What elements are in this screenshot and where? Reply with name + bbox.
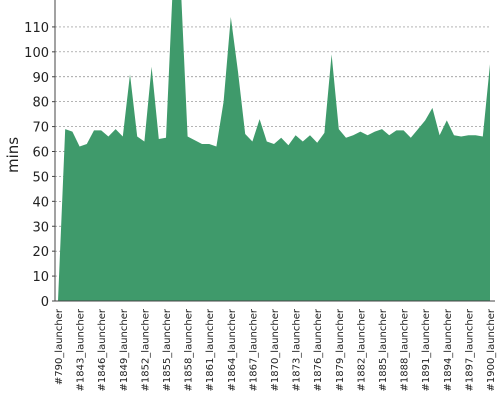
y-tick-label: 70 <box>32 121 49 136</box>
x-tick-label: #1870_launcher <box>270 308 281 391</box>
x-tick-label: #1876_launcher <box>313 308 324 391</box>
plot <box>58 0 490 301</box>
y-tick-label: 50 <box>32 170 49 185</box>
x-tick-label: #1849_launcher <box>119 308 130 391</box>
x-tick-label: #790_launcher <box>54 308 65 385</box>
x-tick-label: #1885_launcher <box>378 308 389 391</box>
x-tick-label: #1897_launcher <box>464 308 475 391</box>
area <box>58 0 490 301</box>
y-tick-label: 80 <box>32 96 49 111</box>
x-tick-label: #1852_launcher <box>140 308 151 391</box>
y-tick-label: 60 <box>32 146 49 161</box>
y-tick-label: 100 <box>24 46 49 61</box>
y-tick-label: 20 <box>32 245 49 260</box>
y-tick-label: 110 <box>24 21 49 36</box>
x-tick-label: #1873_launcher <box>292 308 303 391</box>
x-tick-label: #1855_launcher <box>162 308 173 391</box>
y-tick-label: 40 <box>32 195 49 210</box>
x-tick-label: #1843_launcher <box>76 308 87 391</box>
y-tick-label: 0 <box>41 295 49 310</box>
x-tick-label: #1900_launcher <box>486 308 497 391</box>
x-tick-label: #1891_launcher <box>421 308 432 391</box>
x-tick-label: #1888_launcher <box>400 308 411 391</box>
x-tick-label: #1879_launcher <box>335 308 346 391</box>
y-axis-label: mins <box>4 137 22 173</box>
y-tick-label: 90 <box>32 71 49 86</box>
x-tick-label: #1861_launcher <box>205 308 216 391</box>
x-tick-label: #1858_launcher <box>184 308 195 391</box>
x-tick-label: #1867_launcher <box>248 308 259 391</box>
x-tick-label: #1864_launcher <box>227 308 238 391</box>
y-tick-label: 30 <box>32 220 49 235</box>
x-tick-label: #1894_launcher <box>443 308 454 391</box>
x-tick-label: #1882_launcher <box>356 308 367 391</box>
x-tick-label: #1846_launcher <box>97 308 108 391</box>
y-tick-label: 10 <box>32 270 49 285</box>
axes: 0 10 20 30 40 50 60 70 80 90 100 110 #790_launcher #1… <box>24 0 497 392</box>
